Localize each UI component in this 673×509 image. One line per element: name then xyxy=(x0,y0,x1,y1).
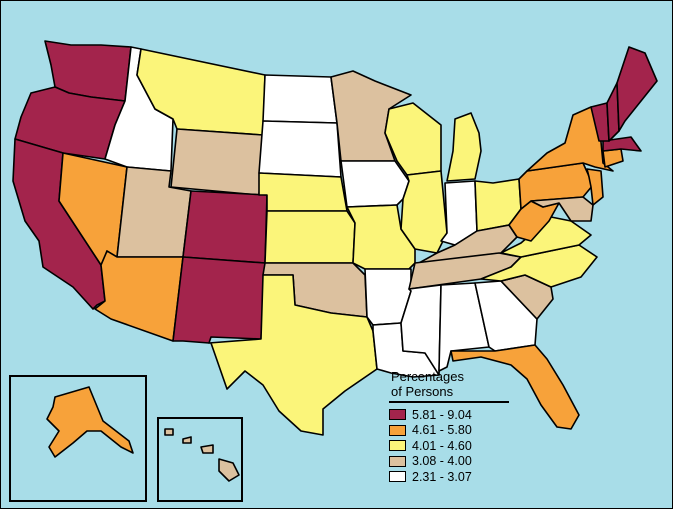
state-missouri xyxy=(346,204,416,270)
legend-entry: 3.08 - 4.00 xyxy=(389,454,524,470)
state-wyoming xyxy=(170,128,264,196)
state-alaska xyxy=(46,386,134,458)
state-new-mexico xyxy=(172,256,266,344)
legend-entries: 5.81 - 9.04 4.61 - 5.80 4.01 - 4.60 3.08 - … xyxy=(389,407,524,485)
state-illinois xyxy=(400,170,448,254)
state-colorado xyxy=(182,190,268,264)
state-kansas xyxy=(264,210,356,264)
state-nebraska xyxy=(258,172,348,212)
legend-title-line2: of Persons xyxy=(391,384,454,399)
state-north-carolina xyxy=(480,244,598,288)
state-new-jersey xyxy=(586,168,604,206)
legend-swatch xyxy=(389,455,406,467)
state-hawaii-maui xyxy=(200,444,214,454)
state-massachusetts xyxy=(602,136,642,152)
legend-divider xyxy=(389,401,509,403)
legend-entry: 5.81 - 9.04 xyxy=(389,407,524,423)
state-south-dakota xyxy=(258,120,342,178)
state-michigan xyxy=(446,112,482,182)
state-maine xyxy=(616,46,658,132)
state-iowa xyxy=(340,160,410,208)
legend-entry: 2.31 - 3.07 xyxy=(389,469,524,485)
legend-label: 4.01 - 4.60 xyxy=(412,438,472,453)
legend-label: 4.61 - 5.80 xyxy=(412,423,472,438)
state-texas xyxy=(208,274,378,436)
state-north-dakota xyxy=(262,74,338,124)
state-arizona xyxy=(94,250,184,342)
state-hawaii-oahu xyxy=(182,436,192,444)
alaska-inset-frame xyxy=(9,375,147,502)
legend-title-line1: Percentages xyxy=(391,369,464,384)
hawaii-inset-frame xyxy=(157,417,243,502)
legend-swatch xyxy=(389,409,406,421)
legend-swatch xyxy=(389,424,406,436)
state-hawaii-big-island xyxy=(218,458,240,482)
state-florida xyxy=(450,344,580,430)
legend: Percentages of Persons 5.81 - 9.04 4.61 -… xyxy=(389,369,524,485)
legend-label: 5.81 - 9.04 xyxy=(412,407,472,422)
state-connecticut xyxy=(602,148,624,168)
state-hawaii-kauai xyxy=(164,428,174,436)
legend-label: 2.31 - 3.07 xyxy=(412,469,472,484)
legend-label: 3.08 - 4.00 xyxy=(412,454,472,469)
legend-entry: 4.61 - 5.80 xyxy=(389,423,524,439)
legend-swatch xyxy=(389,471,406,483)
legend-entry: 4.01 - 4.60 xyxy=(389,438,524,454)
legend-swatch xyxy=(389,440,406,452)
state-maryland xyxy=(530,196,594,222)
